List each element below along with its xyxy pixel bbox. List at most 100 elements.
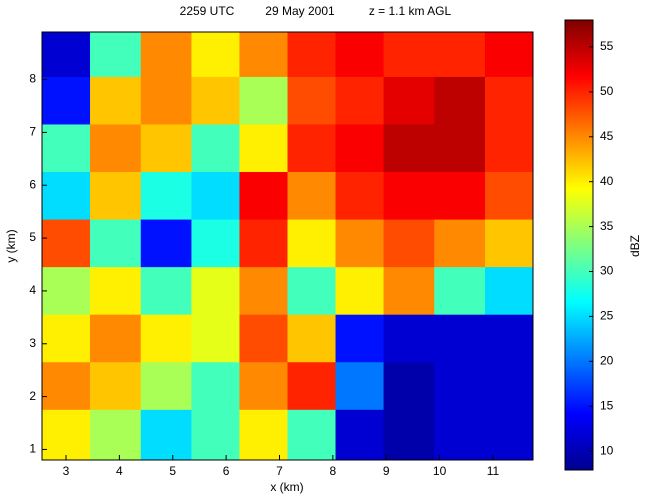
heatmap-cell [434,124,486,173]
x-tick-label: 5 [169,464,176,478]
heatmap-cell [239,219,288,268]
heatmap-cell [42,124,91,173]
heatmap-cell [287,172,337,221]
heatmap-cell [434,267,486,316]
heatmap-cell [42,32,91,78]
colorbar-tick-label: 40 [600,174,614,188]
x-tick-label: 8 [330,464,337,478]
heatmap-cell [383,172,435,221]
colorbar-tick-label: 15 [600,398,614,412]
heatmap-cell [140,32,192,78]
y-tick-label: 4 [29,283,36,297]
heatmap-cell [191,362,240,411]
heatmap-cell [140,362,192,411]
colorbar-tick-label: 25 [600,309,614,323]
heatmap-cell [239,32,288,78]
heatmap-cell [484,124,534,173]
heatmap-cell [239,267,288,316]
heatmap-cell [383,32,435,78]
colorbar-tick-label: 50 [600,84,614,98]
heatmap-cell [140,267,192,316]
heatmap-cell [287,32,337,78]
heatmap-cell [90,314,142,363]
colorbar-tick-label: 10 [600,443,614,457]
heatmap-cell [191,76,240,125]
heatmap-cell [287,267,337,316]
y-tick-label: 5 [29,230,36,244]
heatmap-cell [90,362,142,411]
heatmap-cell [140,409,192,461]
heatmap-cell [434,409,486,461]
title: 29 May 2001 [265,4,335,18]
heatmap-cell [239,124,288,173]
heatmap-cell [335,76,385,125]
x-tick-label: 3 [63,464,70,478]
heatmap-cell [383,76,435,125]
x-tick-label: 9 [383,464,390,478]
heatmap-cell [484,219,534,268]
heatmap-cell [90,124,142,173]
y-axis-label: y (km) [4,229,18,262]
heatmap-cell [434,362,486,411]
heatmap-cell [42,314,91,363]
y-tick-label: 6 [29,177,36,191]
heatmap-cell [90,409,142,461]
heatmap-cell [191,124,240,173]
heatmap-cell [335,32,385,78]
heatmap-cell [335,124,385,173]
heatmap-cell [484,314,534,363]
heatmap-cell [42,76,91,125]
heatmap-cell [239,172,288,221]
heatmap-cell [140,124,192,173]
heatmap-cell [140,219,192,268]
x-tick-label: 11 [487,464,500,478]
heatmap-cell [90,267,142,316]
x-tick-label: 6 [223,464,230,478]
heatmap-cell [335,409,385,461]
colorbar-tick-label: 55 [600,39,614,53]
heatmap-cell [287,409,337,461]
heatmap-cell [239,314,288,363]
heatmap-cell [484,362,534,411]
heatmap-cell [42,219,91,268]
heatmap-cell [383,267,435,316]
heatmap-cell [191,409,240,461]
colorbar-label: dBZ [628,235,642,257]
colorbar-tick-label: 45 [600,129,614,143]
heatmap-cell [42,172,91,221]
title: 2259 UTC [180,4,235,18]
x-tick-label: 10 [433,464,447,478]
colorbar-tick-label: 20 [600,353,614,367]
heatmap-cell [140,76,192,125]
x-tick-label: 7 [276,464,283,478]
heatmap-cell [90,32,142,78]
heatmap-cell [191,267,240,316]
x-tick-label: 4 [116,464,123,478]
heatmap-cell [434,314,486,363]
heatmap-cell [484,267,534,316]
heatmap-cell [484,409,534,461]
heatmap-cell [434,32,486,78]
heatmap-cell [383,314,435,363]
heatmap-cell [191,32,240,78]
y-tick-label: 2 [29,389,36,403]
heatmap-cell [434,172,486,221]
heatmap-cell [42,409,91,461]
heatmap-cell [335,172,385,221]
y-tick-label: 3 [29,336,36,350]
heatmap-cell [383,362,435,411]
heatmap-cell [287,314,337,363]
heatmap-cell [383,124,435,173]
heatmap-cell [484,172,534,221]
heatmap-cell [335,219,385,268]
heatmap-cell [42,362,91,411]
heatmap-cell [335,362,385,411]
heatmap-cell [191,172,240,221]
heatmap-cell [484,76,534,125]
heatmap-cell [90,219,142,268]
heatmap-cell [42,267,91,316]
heatmap-cell [140,314,192,363]
heatmap-cell [239,362,288,411]
heatmap-cell [287,219,337,268]
